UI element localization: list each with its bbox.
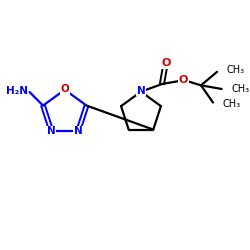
Text: O: O (161, 58, 170, 68)
Text: CH₃: CH₃ (222, 100, 241, 110)
Text: O: O (179, 76, 188, 86)
Text: N: N (47, 126, 56, 136)
Text: CH₃: CH₃ (226, 65, 245, 75)
Text: CH₃: CH₃ (231, 84, 249, 94)
Text: O: O (60, 84, 69, 94)
Text: N: N (74, 126, 82, 136)
Text: H₂N: H₂N (6, 86, 28, 96)
Text: N: N (136, 86, 145, 96)
